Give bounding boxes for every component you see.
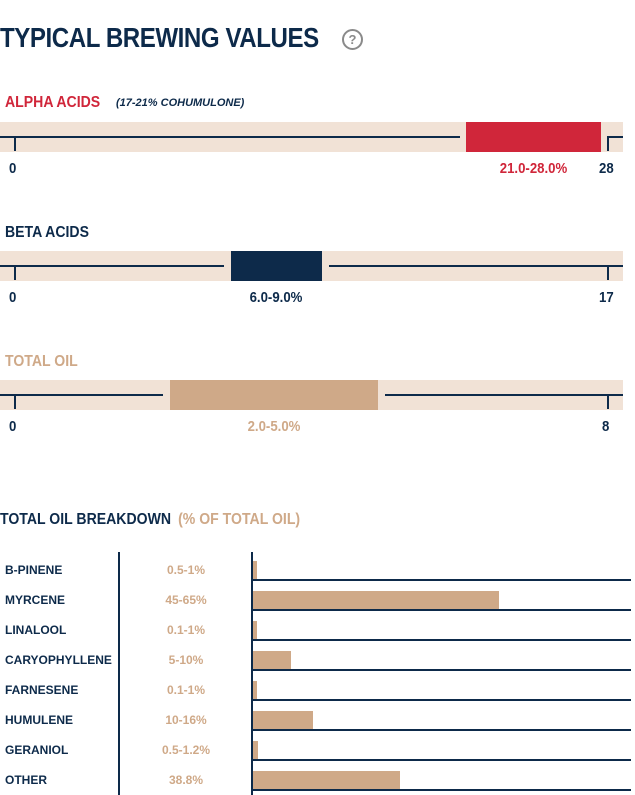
breakdown-divider-name bbox=[118, 552, 120, 795]
total-oil-min-tick bbox=[14, 394, 16, 409]
breakdown-row-bar bbox=[253, 711, 313, 731]
breakdown-row-bar bbox=[253, 621, 257, 641]
breakdown-row-value: 10-16% bbox=[165, 713, 207, 727]
question-circle-icon[interactable]: ? bbox=[342, 29, 363, 50]
breakdown-row-value: 0.5-1% bbox=[166, 563, 206, 577]
breakdown-row-name: HUMULENE bbox=[5, 713, 73, 727]
total-oil-range: 2.0-5.0% bbox=[247, 418, 301, 435]
breakdown-row-bar bbox=[253, 651, 291, 671]
alpha-acids-range: 21.0-28.0% bbox=[499, 160, 568, 177]
breakdown-row-baseline bbox=[253, 669, 631, 671]
breakdown-row-name: GERANIOL bbox=[5, 743, 69, 757]
beta-acids-range: 6.0-9.0% bbox=[249, 289, 303, 306]
beta-acids-max: 17 bbox=[599, 289, 614, 306]
beta-acids-label: BETA ACIDS bbox=[5, 224, 89, 241]
breakdown-row-baseline bbox=[253, 639, 631, 641]
breakdown-row-value: 38.8% bbox=[168, 773, 204, 787]
total-oil-line-right bbox=[385, 394, 623, 396]
alpha-acids-max: 28 bbox=[599, 160, 614, 177]
breakdown-row-name: MYRCENE bbox=[5, 593, 66, 607]
alpha-acids-max-tick bbox=[607, 136, 609, 151]
page-title: TYPICAL BREWING VALUES bbox=[0, 22, 319, 53]
alpha-acids-line-right bbox=[607, 136, 623, 138]
beta-acids-min-tick bbox=[14, 265, 16, 280]
breakdown-row-baseline bbox=[253, 579, 631, 581]
beta-acids-min: 0 bbox=[9, 289, 17, 306]
beta-acids-max-tick bbox=[607, 265, 609, 280]
breakdown-row-value: 0.1-1% bbox=[166, 683, 206, 697]
alpha-acids-label: ALPHA ACIDS bbox=[5, 94, 101, 111]
beta-acids-line-right bbox=[329, 265, 623, 267]
beta-acids-range-bar bbox=[231, 251, 322, 281]
total-oil-max-tick bbox=[607, 394, 609, 409]
oil-breakdown-heading: TOTAL OIL BREAKDOWN bbox=[0, 511, 172, 528]
breakdown-row-value: 0.1-1% bbox=[166, 623, 206, 637]
breakdown-row-bar bbox=[253, 681, 257, 701]
breakdown-row-baseline bbox=[253, 699, 631, 701]
oil-breakdown-subtitle: (% OF TOTAL OIL) bbox=[178, 511, 301, 528]
breakdown-row-name: CARYOPHYLLENE bbox=[5, 653, 112, 667]
breakdown-row-value: 5-10% bbox=[168, 653, 204, 667]
breakdown-row-name: B-PINENE bbox=[5, 563, 63, 577]
breakdown-row-baseline bbox=[253, 609, 631, 611]
breakdown-row-value: 45-65% bbox=[165, 593, 207, 607]
breakdown-row-bar bbox=[253, 561, 257, 581]
breakdown-row-bar bbox=[253, 591, 499, 611]
breakdown-row-name: LINALOOL bbox=[5, 623, 67, 637]
alpha-acids-min: 0 bbox=[9, 160, 17, 177]
breakdown-row-bar bbox=[253, 741, 258, 761]
alpha-acids-min-tick bbox=[14, 136, 16, 151]
breakdown-row-baseline bbox=[253, 729, 631, 731]
breakdown-row-baseline bbox=[253, 759, 631, 761]
breakdown-row-value: 0.5-1.2% bbox=[161, 743, 211, 757]
total-oil-min: 0 bbox=[9, 418, 17, 435]
alpha-acids-sublabel: (17-21% COHUMULONE) bbox=[116, 97, 245, 109]
breakdown-divider-value bbox=[251, 552, 253, 795]
beta-acids-line-left bbox=[0, 265, 224, 267]
total-oil-label: TOTAL OIL bbox=[5, 353, 78, 370]
alpha-acids-line-left bbox=[0, 136, 460, 138]
breakdown-row-name: OTHER bbox=[5, 773, 47, 787]
breakdown-row-bar bbox=[253, 771, 400, 791]
oil-breakdown-title: TOTAL OIL BREAKDOWN (% OF TOTAL OIL) bbox=[0, 511, 300, 529]
total-oil-max: 8 bbox=[602, 418, 610, 435]
breakdown-row-baseline bbox=[253, 789, 631, 791]
alpha-acids-range-bar bbox=[466, 122, 601, 152]
breakdown-row-name: FARNESENE bbox=[5, 683, 79, 697]
total-oil-range-bar bbox=[170, 380, 378, 410]
total-oil-line-left bbox=[0, 394, 163, 396]
